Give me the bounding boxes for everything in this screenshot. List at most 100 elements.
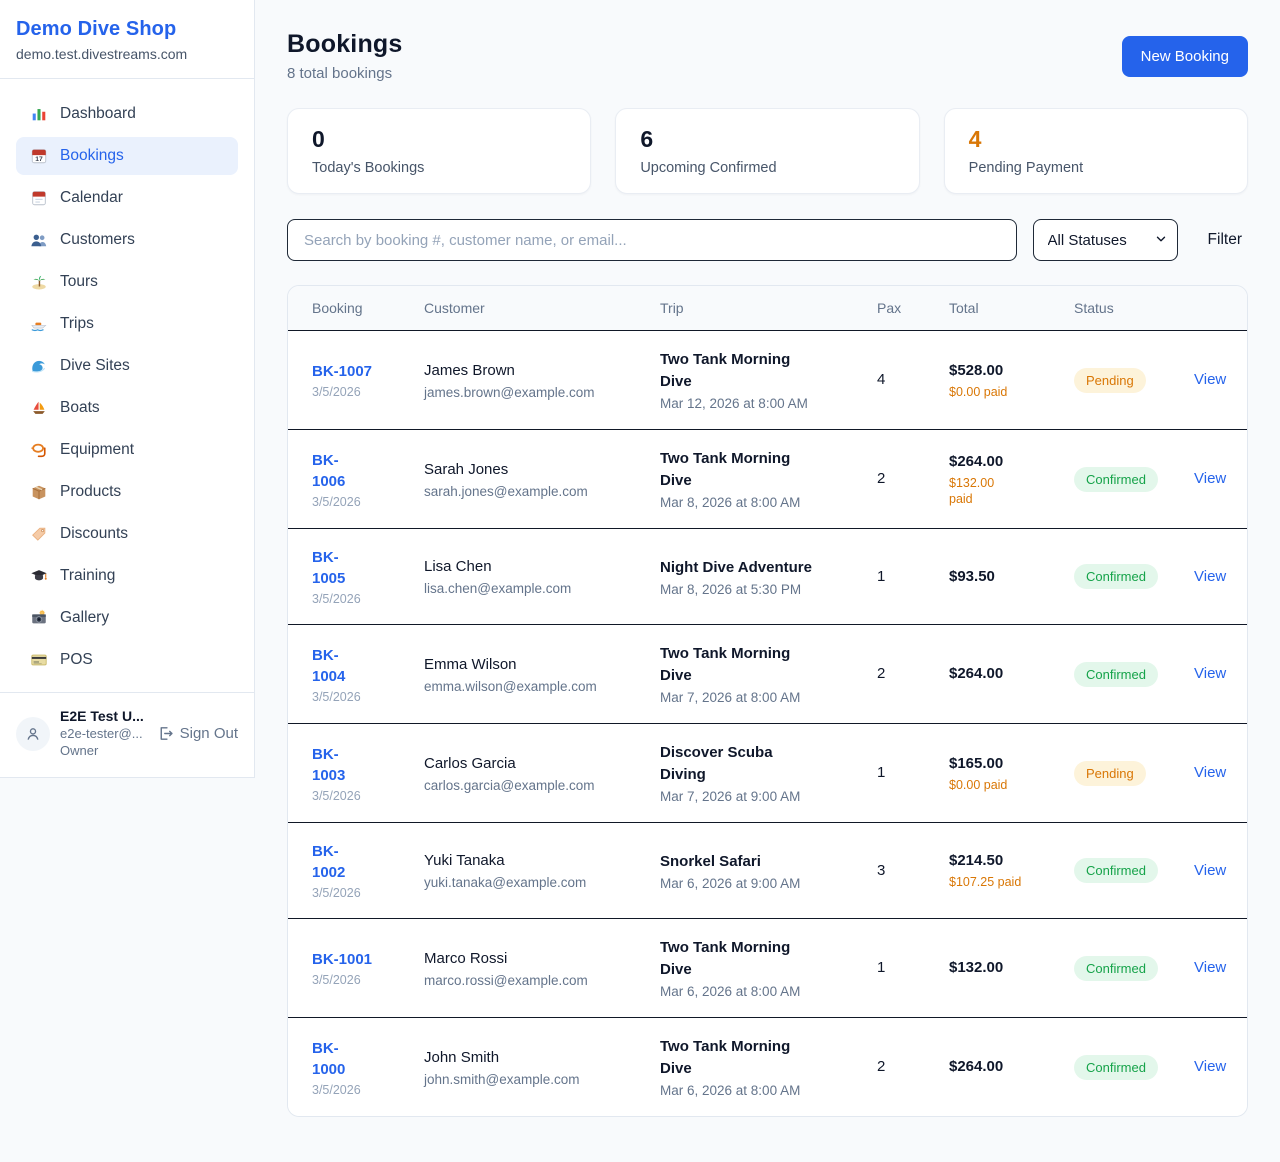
sidebar-item-dive-sites[interactable]: Dive Sites [16,347,238,385]
view-link[interactable]: View [1194,371,1227,388]
booking-number-link[interactable]: BK- 1003 [312,745,346,784]
status-filter-select[interactable]: All Statuses [1032,219,1178,261]
total-amount: $264.00 [949,665,1004,682]
view-link[interactable]: View [1194,665,1227,682]
sidebar-item-dashboard[interactable]: Dashboard [16,95,238,133]
view-link[interactable]: View [1194,959,1227,976]
search-input[interactable] [287,219,1017,261]
customer-name: James Brown [424,361,515,379]
sidebar-item-label: POS [60,651,93,668]
booking-number-link[interactable]: BK- 1004 [312,646,346,685]
svg-text:17: 17 [35,156,43,163]
stat-card: 6 Upcoming Confirmed [615,108,920,194]
booking-created-date: 3/5/2026 [312,973,361,987]
sidebar-item-products[interactable]: Products [16,473,238,511]
graduation-cap-icon [30,567,48,585]
status-select-wrap: All Statuses [1032,219,1178,261]
booking-number-link[interactable]: BK-1001 [312,951,373,968]
sidebar-item-label: Products [60,483,122,500]
sidebar-item-pos[interactable]: POS [16,641,238,679]
stat-label: Pending Payment [968,160,1084,176]
customer-name: Sarah Jones [424,460,509,478]
view-link[interactable]: View [1194,470,1227,487]
stat-value: 0 [312,126,325,152]
sign-out-button[interactable]: Sign Out [157,725,238,742]
total-amount: $93.50 [949,567,995,585]
dive-mask-icon [30,441,48,459]
stat-value: 4 [968,126,982,152]
customer-email: lisa.chen@example.com [424,581,572,596]
sidebar-item-label: Dive Sites [60,357,130,374]
bar-chart-icon [30,105,48,123]
table-header: Booking Customer Trip Pax Total Status [288,286,1247,331]
sidebar-footer: E2E Test U... e2e-tester@... Owner Sign … [0,692,254,777]
view-link[interactable]: View [1194,764,1227,781]
booking-number-link[interactable]: BK-1007 [312,363,373,380]
sidebar-item-label: Bookings [60,147,124,164]
page-title: Bookings [287,30,403,58]
trip-name: Night Dive Adventure [660,558,812,576]
table-row: BK- 1006 3/5/2026 Sarah Jones sarah.jone… [288,429,1247,528]
status-badge: Confirmed [1074,955,1158,981]
sidebar-item-equipment[interactable]: Equipment [16,431,238,469]
wave-icon [30,357,48,375]
sidebar-item-discounts[interactable]: Discounts [16,515,238,553]
sidebar: Demo Dive Shop demo.test.divestreams.com… [0,0,255,778]
sidebar-item-gallery[interactable]: Gallery [16,599,238,637]
sidebar-item-label: Dashboard [60,105,136,122]
status-badge: Pending [1074,367,1146,393]
sidebar-item-label: Equipment [60,441,135,458]
stat-card: 4 Pending Payment [943,108,1248,194]
total-amount: $165.00 [949,754,1004,772]
sidebar-item-calendar[interactable]: Calendar [16,179,238,217]
sidebar-item-tours[interactable]: Tours [16,263,238,301]
column-header-total: Total [949,300,979,316]
filter-button[interactable]: Filter [1207,231,1242,248]
customer-email: yuki.tanaka@example.com [424,875,587,890]
main-content: Bookings 8 total bookings New Booking 0 … [255,0,1280,1147]
trip-datetime: Mar 6, 2026 at 9:00 AM [660,875,801,891]
customer-email: james.brown@example.com [424,384,595,400]
controls-row: All Statuses Filter [287,219,1248,261]
credit-card-icon [30,651,48,669]
pax-count: 2 [877,470,886,487]
trip-name: Two Tank Morning Dive [660,1038,791,1077]
customer-email: emma.wilson@example.com [424,678,597,694]
pax-count: 3 [877,861,886,879]
booking-created-date: 3/5/2026 [312,788,361,803]
new-booking-button[interactable]: New Booking [1121,36,1248,77]
speedboat-icon [30,315,48,333]
sidebar-item-trips[interactable]: Trips [16,305,238,343]
booking-number-link[interactable]: BK- 1002 [312,843,346,881]
sidebar-item-training[interactable]: Training [16,557,238,595]
customer-email: marco.rossi@example.com [424,972,588,988]
view-link[interactable]: View [1194,567,1227,585]
trip-datetime: Mar 8, 2026 at 8:00 AM [660,495,801,510]
sidebar-item-label: Boats [60,399,100,416]
pax-count: 1 [877,959,886,976]
view-link[interactable]: View [1194,1058,1227,1075]
total-amount: $264.00 [949,452,1004,470]
tear-calendar-icon [30,189,48,207]
sidebar-item-boats[interactable]: Boats [16,389,238,427]
view-link[interactable]: View [1194,861,1227,879]
table-row: BK-1001 3/5/2026 Marco Rossi marco.rossi… [288,918,1247,1017]
sign-out-label: Sign Out [179,725,238,742]
trip-datetime: Mar 12, 2026 at 8:00 AM [660,396,808,411]
pax-count: 2 [877,665,886,682]
customer-name: John Smith [424,1048,500,1066]
total-amount: $132.00 [949,959,1004,976]
stat-label: Upcoming Confirmed [640,160,777,176]
page-title-block: Bookings 8 total bookings [287,30,403,82]
booking-number-link[interactable]: BK- 1006 [312,451,346,490]
bookings-table: Booking Customer Trip Pax Total Status B… [287,285,1248,1117]
stat-card: 0 Today's Bookings [287,108,592,194]
sailboat-icon [30,399,48,417]
paid-amount: $0.00 paid [949,777,1008,792]
booking-number-link[interactable]: BK- 1005 [312,549,346,587]
trip-name: Two Tank Morning Dive [660,939,791,978]
booking-number-link[interactable]: BK- 1000 [312,1039,346,1078]
paid-amount: $0.00 paid [949,384,1008,399]
sidebar-item-bookings[interactable]: 17 Bookings [16,137,238,175]
sidebar-item-customers[interactable]: Customers [16,221,238,259]
